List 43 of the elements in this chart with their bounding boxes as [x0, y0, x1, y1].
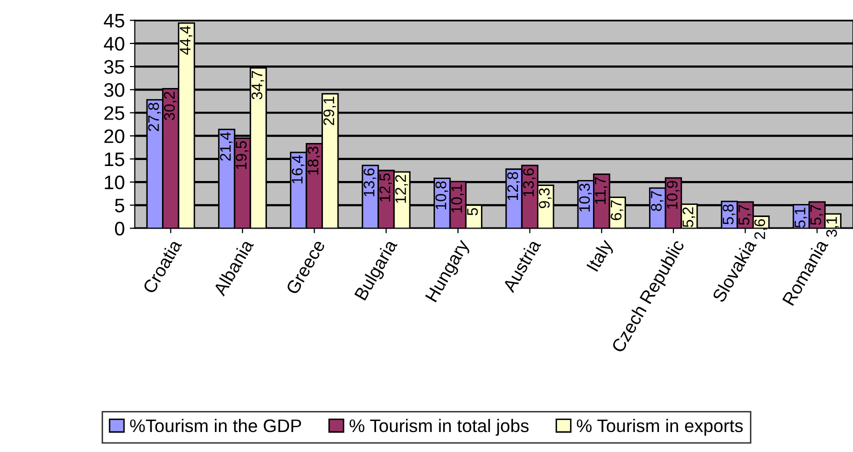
- data-label: 16,4: [292, 155, 304, 184]
- data-label: 8,7: [650, 191, 664, 211]
- data-label: 5,1: [794, 208, 808, 228]
- data-label: 34,7: [252, 71, 264, 100]
- legend-label: % Tourism in total jobs: [350, 418, 529, 436]
- data-label: 21,4: [220, 132, 233, 161]
- data-label: 2,6: [754, 219, 767, 240]
- data-label: 19,5: [236, 141, 248, 170]
- data-label: 9,3: [538, 188, 552, 208]
- data-label: 5,8: [722, 204, 736, 224]
- y-tick-label: 45: [104, 14, 124, 28]
- data-label: 13,6: [523, 168, 536, 196]
- data-label: 10,1: [451, 184, 464, 212]
- y-tick-label: 30: [104, 83, 124, 97]
- data-label: 10,8: [435, 181, 448, 210]
- y-tick-label: 25: [104, 106, 124, 120]
- legend-label: %Tourism in the GDP: [130, 418, 302, 432]
- data-label: 18,3: [308, 146, 320, 175]
- data-label: 30,2: [164, 92, 177, 120]
- data-label: 6,7: [610, 200, 624, 220]
- data-label: 12,8: [507, 172, 520, 200]
- y-tick-label: 40: [104, 36, 124, 51]
- data-label: 5,2: [682, 207, 696, 228]
- y-tick-label: 15: [104, 152, 124, 166]
- data-label: 3,1: [826, 216, 839, 237]
- y-tick-label: 0: [115, 222, 124, 236]
- data-label: 44,4: [180, 26, 192, 55]
- data-label: 5,7: [810, 205, 823, 225]
- data-label: 13,6: [364, 168, 376, 196]
- data-label: 27,8: [148, 102, 161, 132]
- y-tick-label: 35: [104, 60, 124, 74]
- y-tick-label: 20: [104, 129, 124, 144]
- data-label: 5: [467, 208, 478, 216]
- data-label: 10,3: [579, 184, 592, 212]
- data-label: 12,5: [379, 173, 392, 202]
- data-label: 12,2: [395, 174, 408, 203]
- data-label: 5,7: [738, 205, 752, 225]
- data-label: 11,7: [595, 177, 608, 204]
- y-tick-label: 5: [115, 198, 124, 212]
- data-label: 29,1: [323, 96, 336, 126]
- data-label: 10,9: [666, 180, 680, 209]
- legend-label: % Tourism in exports: [576, 418, 743, 436]
- y-tick-label: 10: [104, 176, 124, 190]
